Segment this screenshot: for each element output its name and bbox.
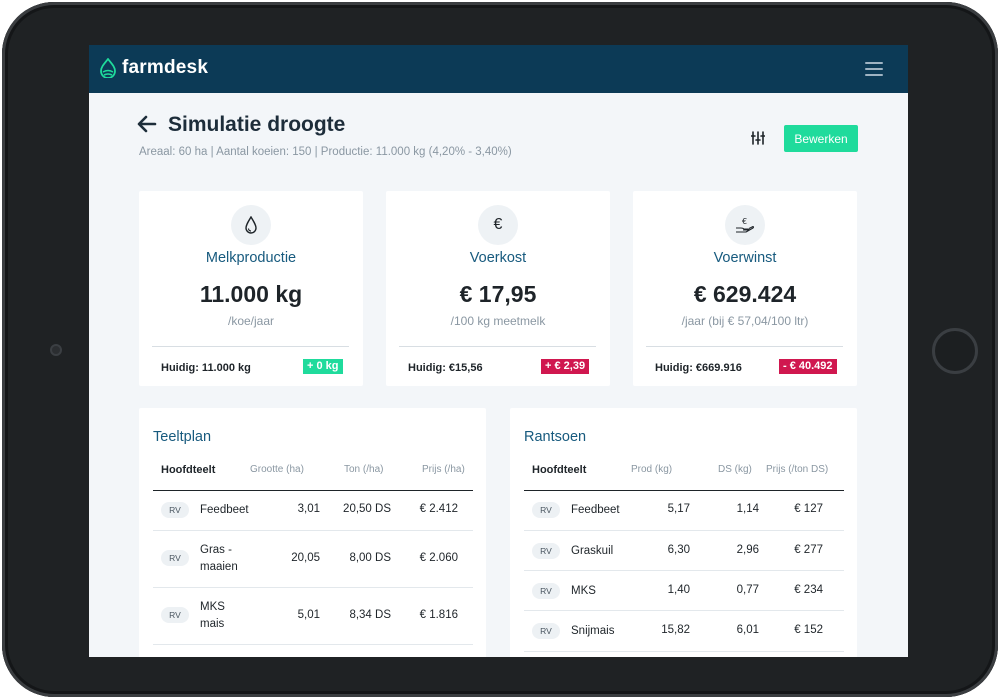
- cell-value: 8,34 DS: [349, 609, 391, 621]
- table-row[interactable]: RV Gras - maaien 20,05 8,00 DS € 2.060: [153, 532, 473, 588]
- crop-name: MKS mais: [200, 601, 225, 630]
- table-header: Hoofdteelt Prod (kg) DS (kg) Prijs (/ton…: [524, 464, 844, 490]
- table-header: Hoofdteelt Grootte (ha) Ton (/ha) Prijs …: [153, 464, 473, 490]
- teeltplan-panel: Teeltplan Hoofdteelt Grootte (ha) Ton (/…: [139, 408, 486, 657]
- page-subtitle: Areaal: 60 ha | Aantal koeien: 150 | Pro…: [139, 146, 512, 158]
- sliders-icon[interactable]: [751, 131, 765, 145]
- app-screen: farmdesk Simulatie droogte Areaal: 60 ha…: [89, 45, 908, 657]
- table-row[interactable]: RV MKS mais 5,01 8,34 DS € 1.816: [153, 589, 473, 645]
- top-navigation-bar: farmdesk: [89, 45, 908, 93]
- column-header[interactable]: Grootte (ha): [250, 464, 304, 475]
- card-voerkost: € Voerkost € 17,95 /100 kg meetmelk Huid…: [386, 191, 610, 386]
- cell-value: 1,40: [667, 584, 690, 596]
- divider: [152, 346, 349, 347]
- card-unit: /koe/jaar: [227, 314, 275, 328]
- cell-value: € 127: [794, 503, 823, 515]
- cell-value: € 2.060: [419, 552, 458, 564]
- tag-badge: RV: [532, 502, 560, 518]
- card-title: Melkproductie: [205, 250, 297, 266]
- card-current-value: Huidig: €15,56: [408, 362, 483, 374]
- cell-value: 5,17: [667, 503, 690, 515]
- column-header[interactable]: Prod (kg): [631, 464, 673, 475]
- cell-value: € 277: [794, 544, 823, 556]
- card-value: 11.000 kg: [199, 281, 303, 307]
- card-melkproductie: Melkproductie 11.000 kg /koe/jaar Huidig…: [139, 191, 363, 386]
- tag-badge: RV: [161, 502, 189, 518]
- edit-button[interactable]: Bewerken: [784, 125, 858, 152]
- divider: [399, 346, 596, 347]
- rantsoen-panel: Rantsoen Hoofdteelt Prod (kg) DS (kg) Pr…: [510, 408, 857, 657]
- table-row[interactable]: RV MKS 1,40 0,77 € 234: [524, 572, 844, 611]
- cell-value: € 234: [794, 584, 823, 596]
- droplet-icon: [231, 205, 271, 245]
- cell-value: 15,82: [661, 624, 690, 636]
- header-divider: [153, 490, 473, 491]
- table-row[interactable]: RV Feedbeet 3,01 20,50 DS € 2.412: [153, 491, 473, 531]
- svg-text:€: €: [742, 217, 747, 226]
- cell-value: 8,00 DS: [349, 552, 391, 564]
- feed-name: Feedbeet: [571, 504, 620, 516]
- panel-title: Rantsoen: [524, 429, 587, 445]
- feed-name: Snijmais: [571, 625, 615, 637]
- card-current-value: Huidig: 11.000 kg: [161, 362, 251, 374]
- cell-value: 1,14: [736, 503, 759, 515]
- crop-name: Feedbeet: [200, 504, 249, 516]
- back-arrow-icon[interactable]: [137, 115, 157, 133]
- farmdesk-logo-icon: [100, 58, 116, 78]
- table-row[interactable]: RV Graskuil 6,30 2,96 € 277: [524, 532, 844, 571]
- tag-badge: RV: [161, 550, 189, 566]
- feed-name: Graskuil: [571, 545, 614, 557]
- cell-value: 0,77: [736, 584, 759, 596]
- panel-title: Teeltplan: [153, 429, 212, 445]
- cell-value: 2,96: [736, 544, 759, 556]
- card-title: Voerwinst: [713, 250, 777, 266]
- crop-name: Gras - maaien: [200, 544, 238, 573]
- delta-badge: - € 40.492: [779, 359, 837, 374]
- tag-badge: RV: [532, 543, 560, 559]
- hamburger-menu-icon[interactable]: [865, 62, 883, 76]
- table-row[interactable]: RV Feedbeet 5,17 1,14 € 127: [524, 491, 844, 531]
- column-header[interactable]: DS (kg): [718, 464, 752, 475]
- cell-value: € 1.816: [419, 609, 458, 621]
- column-header[interactable]: Hoofdteelt: [532, 464, 587, 476]
- cell-value: € 2.412: [419, 503, 458, 515]
- card-title: Voerkost: [469, 250, 527, 266]
- card-value: € 17,95: [459, 281, 537, 307]
- column-header[interactable]: Ton (/ha): [344, 464, 384, 475]
- camera: [50, 344, 62, 356]
- tag-badge: RV: [161, 607, 189, 623]
- cell-value: 5,01: [297, 609, 320, 621]
- home-button[interactable]: [932, 328, 978, 374]
- header-divider: [524, 490, 844, 491]
- delta-badge: + 0 kg: [303, 359, 343, 374]
- app-name: farmdesk: [122, 57, 209, 78]
- euro-hand-icon: €: [725, 205, 765, 245]
- tag-badge: RV: [532, 623, 560, 639]
- cell-value: 6,01: [736, 624, 759, 636]
- card-current-value: Huidig: €669.916: [655, 362, 742, 374]
- cell-value: € 152: [794, 624, 823, 636]
- cell-value: 6,30: [667, 544, 690, 556]
- app-logo[interactable]: farmdesk: [100, 57, 208, 79]
- cell-value: 3,01: [297, 503, 320, 515]
- card-unit: /jaar (bij € 57,04/100 ltr): [681, 314, 809, 328]
- card-value: € 629.424: [693, 281, 797, 307]
- delta-badge: + € 2,39: [541, 359, 590, 374]
- page-title: Simulatie droogte: [168, 113, 346, 136]
- card-unit: /100 kg meetmelk: [450, 314, 546, 328]
- cell-value: 20,50 DS: [343, 503, 391, 515]
- euro-icon: €: [478, 205, 518, 245]
- feed-name: MKS: [571, 585, 596, 597]
- cell-value: 20,05: [291, 552, 320, 564]
- column-header[interactable]: Hoofdteelt: [161, 464, 216, 476]
- table-row[interactable]: RV Snijmais 15,82 6,01 € 152: [524, 612, 844, 652]
- tag-badge: RV: [532, 583, 560, 599]
- card-voerwinst: € Voerwinst € 629.424 /jaar (bij € 57,04…: [633, 191, 857, 386]
- column-header[interactable]: Prijs (/ha): [422, 464, 465, 475]
- column-header[interactable]: Prijs (/ton DS): [766, 464, 829, 475]
- divider: [646, 346, 843, 347]
